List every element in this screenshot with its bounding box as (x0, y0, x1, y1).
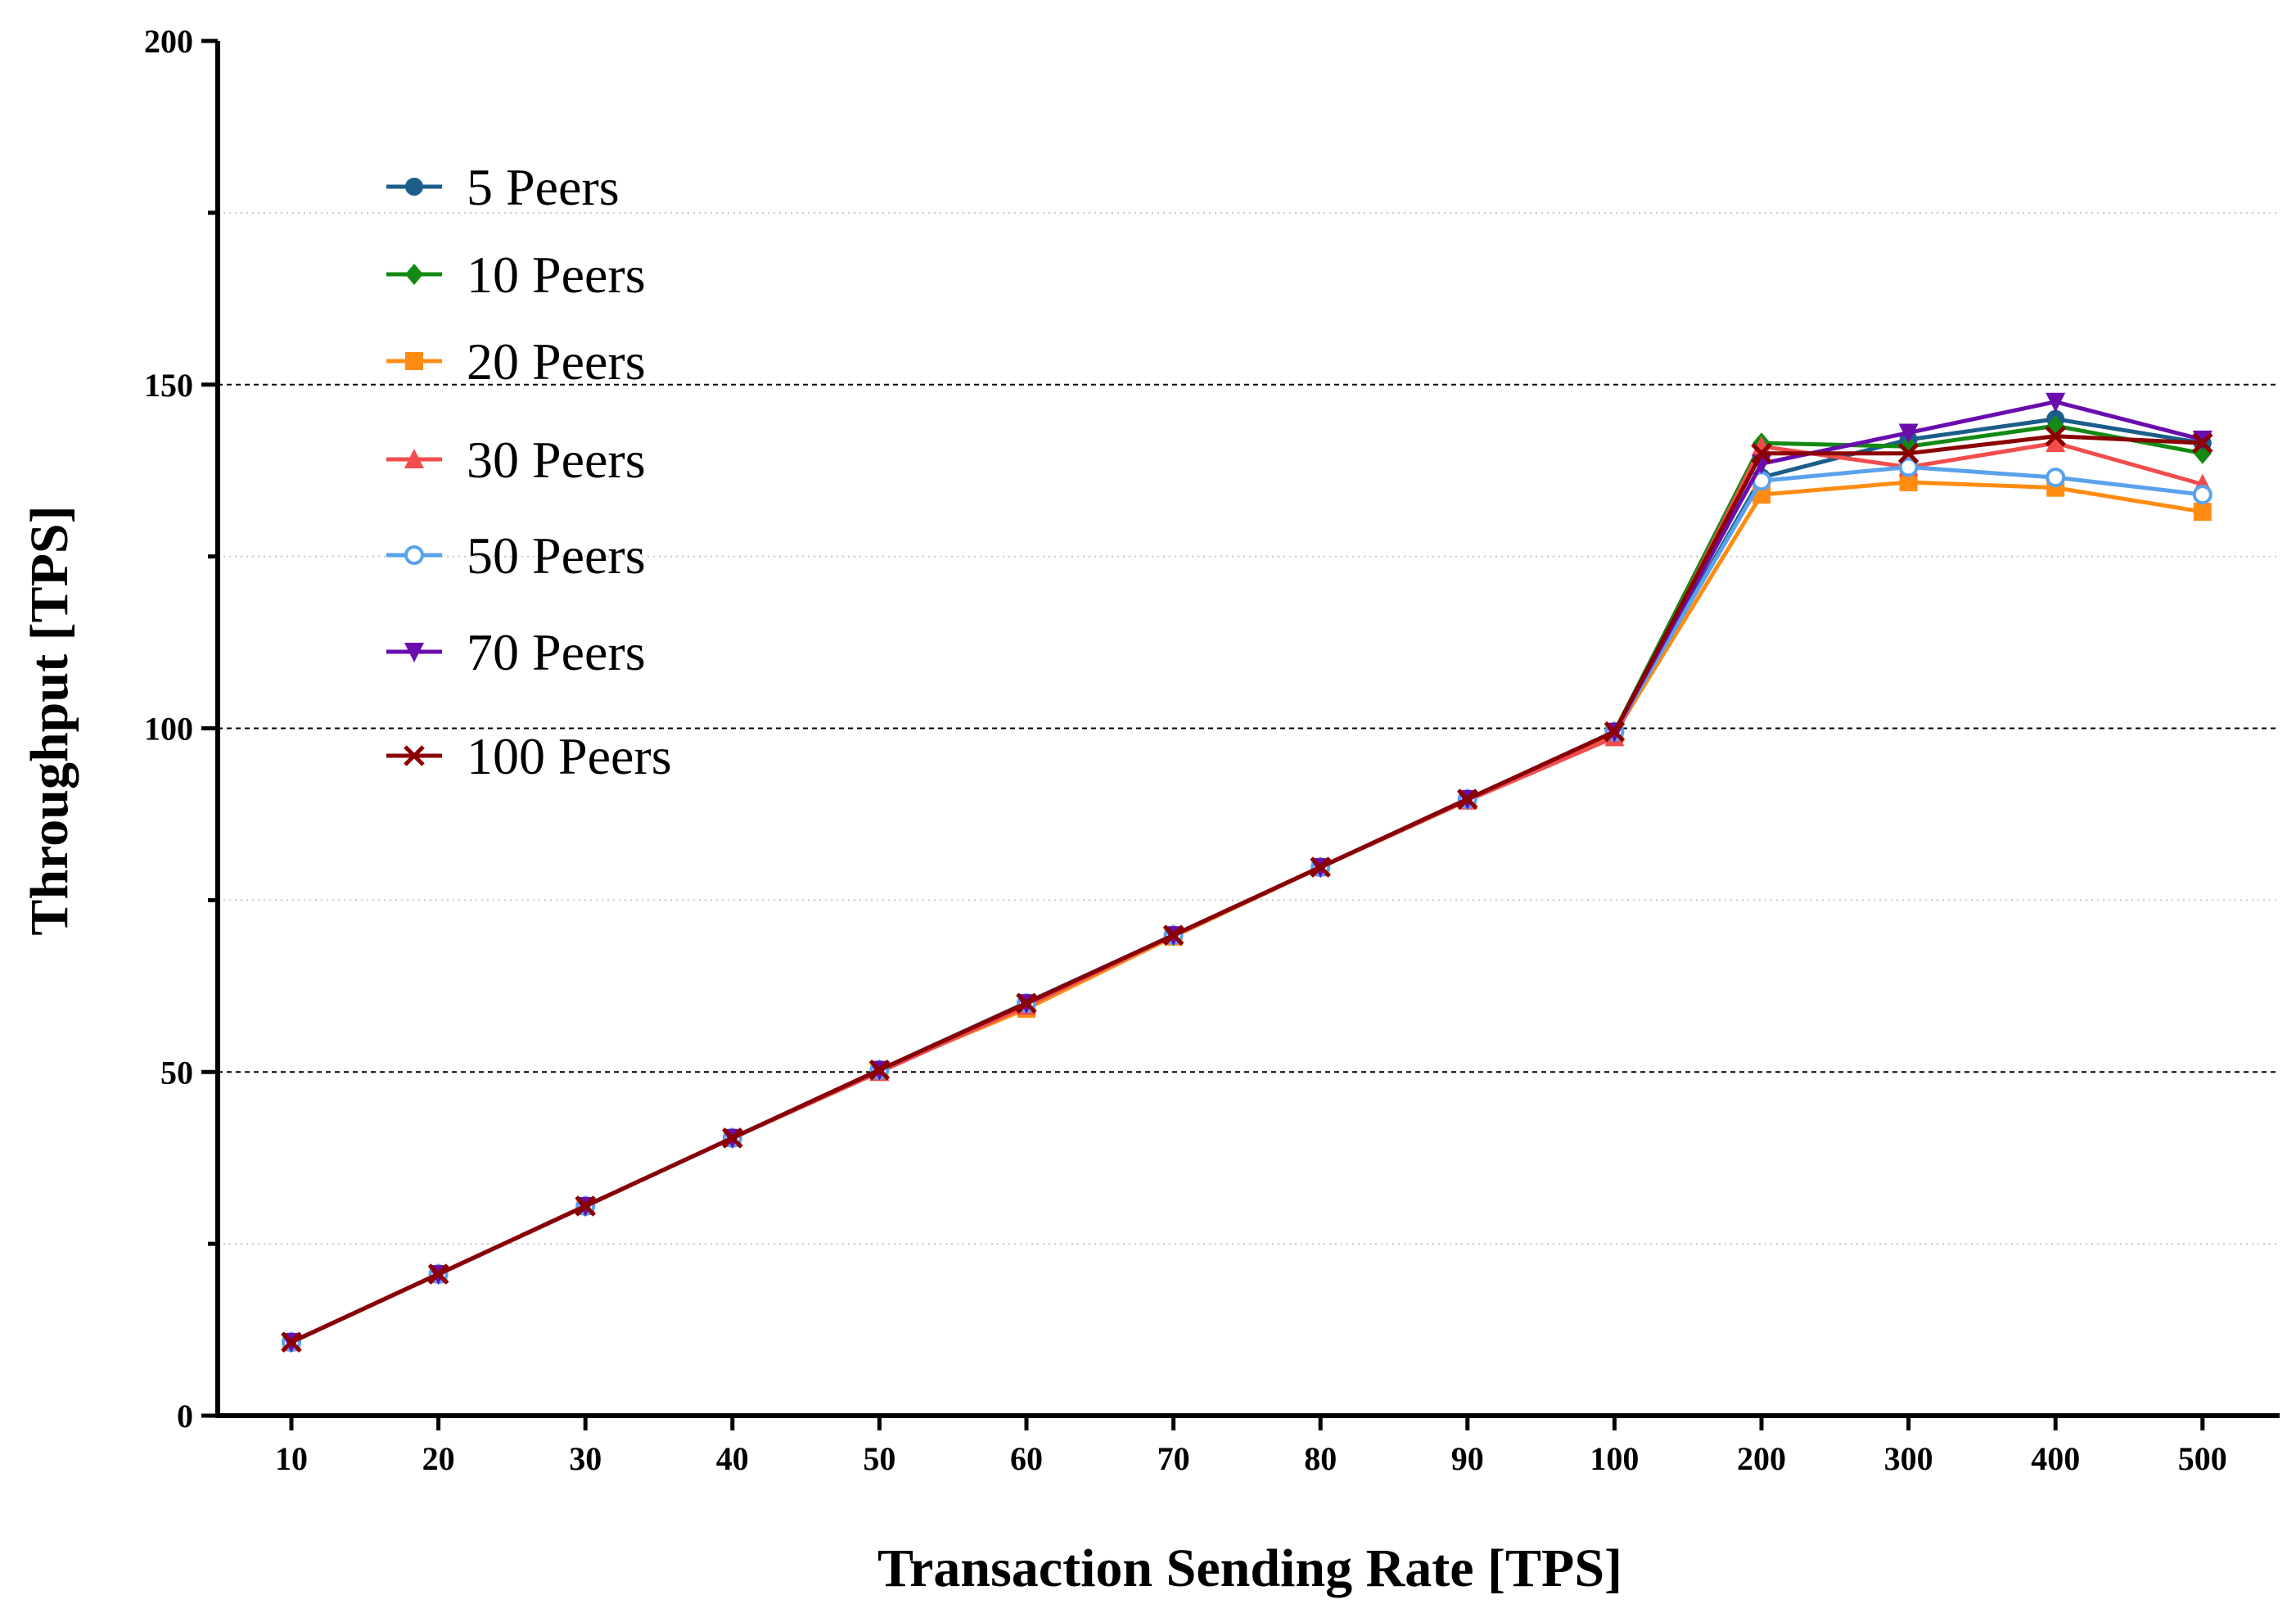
legend-marker (405, 264, 423, 285)
x-tick-label: 200 (1737, 1440, 1786, 1477)
data-point-50-peers (2192, 485, 2213, 505)
data-point-100-peers (1604, 721, 1626, 743)
x-axis-title: Transaction Sending Rate [TPS] (877, 1538, 1622, 1598)
legend-item-100-peers: 100 Peers (386, 727, 672, 785)
legend-marker (405, 352, 423, 370)
data-point-100-peers (868, 1059, 891, 1081)
y-tick-label: 0 (177, 1398, 193, 1435)
data-point-100-peers (1897, 442, 1919, 464)
legend-label: 100 Peers (467, 727, 672, 785)
data-point-20-peers (2193, 503, 2212, 522)
data-point-100-peers (1751, 442, 1772, 464)
data-point-70-peers (2046, 392, 2066, 413)
data-series (281, 392, 2213, 1353)
data-point-100-peers (722, 1127, 743, 1149)
legend-label: 30 Peers (467, 431, 646, 489)
legend-marker (404, 745, 425, 766)
legend-item-10-peers: 10 Peers (386, 246, 646, 304)
data-point-50-peers (2046, 468, 2066, 488)
legend-label: 5 Peers (467, 158, 620, 216)
y-tick-label: 200 (144, 23, 193, 60)
data-point-100-peers (2192, 432, 2213, 454)
x-tick-label: 80 (1304, 1440, 1337, 1477)
x-tick-label: 40 (716, 1440, 749, 1477)
data-point-100-peers (1016, 992, 1037, 1014)
data-point-20-peers (1899, 472, 1918, 491)
x-tick-label: 400 (2031, 1440, 2080, 1477)
x-tick-label: 10 (275, 1440, 308, 1477)
y-tick-label: 100 (144, 711, 193, 748)
series-100-peers (281, 425, 2213, 1353)
legend-label: 10 Peers (467, 246, 646, 304)
y-tick-label: 150 (144, 367, 193, 404)
x-tick-label: 60 (1010, 1440, 1043, 1477)
legend-item-30-peers: 30 Peers (386, 431, 646, 489)
legend-marker (405, 178, 423, 196)
legend-label: 50 Peers (467, 526, 646, 585)
x-tick-label: 30 (569, 1440, 602, 1477)
x-tick-label: 50 (863, 1440, 895, 1477)
x-axis-ticks: 10 20 30 40 50 60 70 80 90 100 200 300 400 500 (275, 1416, 2227, 1477)
x-tick-label: 70 (1157, 1440, 1190, 1477)
legend-label: 20 Peers (467, 332, 646, 391)
legend-marker (404, 643, 424, 662)
data-point-100-peers (2045, 425, 2066, 447)
legend-label: 70 Peers (467, 623, 646, 681)
legend-item-70-peers: 70 Peers (386, 623, 646, 681)
x-tick-label: 100 (1590, 1440, 1639, 1477)
series-20-peers (282, 472, 2212, 1352)
data-point-100-peers (1457, 788, 1478, 810)
x-tick-label: 20 (422, 1440, 455, 1477)
data-point-100-peers (427, 1263, 449, 1285)
x-tick-label: 90 (1451, 1440, 1484, 1477)
legend-marker (404, 545, 424, 565)
data-point-70-peers (1898, 423, 1919, 444)
data-point-100-peers (575, 1195, 596, 1217)
y-axis-title: Throughput [TPS] (20, 505, 79, 935)
grid-lines (218, 211, 2280, 1245)
legend-item-5-peers: 5 Peers (386, 158, 620, 216)
data-point-30-peers (2046, 432, 2066, 453)
legend-item-20-peers: 20 Peers (386, 332, 646, 391)
y-tick-label: 50 (160, 1054, 193, 1091)
data-point-100-peers (1162, 924, 1184, 946)
legend-marker (404, 449, 424, 468)
data-point-50-peers (1898, 457, 1919, 477)
series-line-100-peers (290, 434, 2203, 1344)
data-point-100-peers (1310, 856, 1331, 878)
y-axis-ticks: 0 50 100 150 200 (144, 23, 218, 1435)
x-tick-label: 300 (1884, 1440, 1933, 1477)
data-point-100-peers (281, 1331, 302, 1353)
legend: 5 Peers 10 Peers 20 Peers 30 Peers 50 Peers 7… (386, 158, 672, 785)
legend-item-50-peers: 50 Peers (386, 526, 646, 585)
series-50-peers (282, 457, 2213, 1353)
x-tick-label: 500 (2178, 1440, 2227, 1477)
